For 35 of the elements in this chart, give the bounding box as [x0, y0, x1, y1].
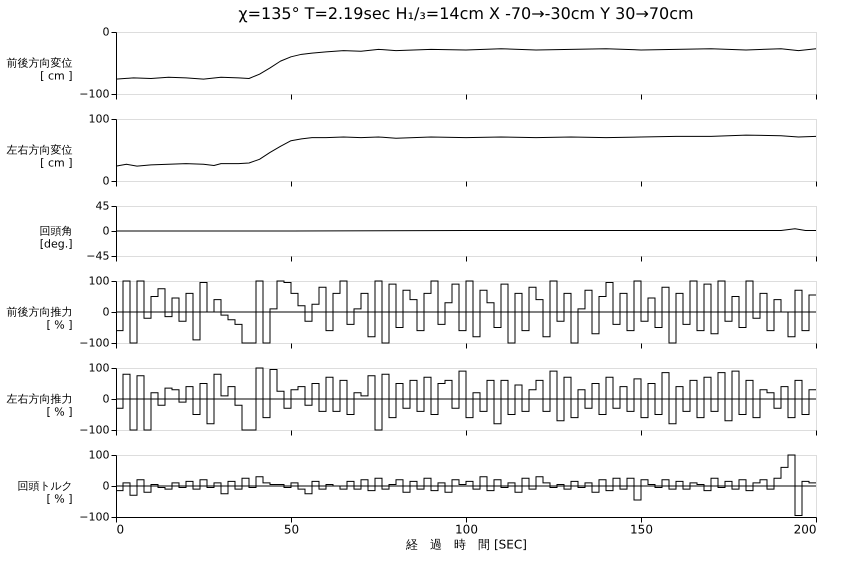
x-tick-label: 100 — [455, 522, 478, 536]
text: [ % ] — [46, 492, 72, 506]
x-tick-label: 50 — [284, 522, 300, 536]
y-axis-title: 左右方向推力 — [6, 392, 72, 406]
text: [ cm ] — [40, 156, 72, 170]
y-tick-label: 0 — [102, 480, 110, 492]
y-tick-label: 0 — [102, 306, 110, 318]
y-axis-title: 前後方向推力 — [6, 306, 72, 318]
y-tick-label: −100 — [79, 510, 110, 524]
y-tick-label: 100 — [88, 112, 110, 126]
y-tick-label: 100 — [88, 274, 110, 288]
text: [ % ] — [46, 406, 72, 418]
y-tick-label: 100 — [88, 448, 110, 462]
text: [ cm ] — [40, 70, 72, 82]
x-tick-label: 200 — [794, 522, 816, 536]
y-tick-label: 100 — [88, 362, 110, 374]
y-axis-title: 前後方向変位 — [6, 56, 72, 70]
text: [deg.] — [40, 238, 72, 250]
text: [ % ] — [46, 318, 72, 332]
x-tick-label: 150 — [630, 522, 653, 536]
text: 経 過 時 間 [SEC] — [406, 538, 527, 552]
y-axis-title: 左右方向変位 — [6, 144, 72, 156]
y-tick-label: 45 — [96, 200, 110, 212]
y-tick-label: −100 — [79, 424, 110, 436]
y-tick-label: 0 — [102, 174, 110, 188]
y-axis-title: 回頭角 — [40, 224, 72, 238]
x-tick-label: 0 — [116, 522, 124, 536]
y-tick-label: −100 — [79, 88, 110, 100]
y-tick-label: 0 — [102, 26, 110, 38]
chart-title: χ=135° T=2.19sec H₁/₃=14cm X -70→-30cm Y 30→70cm — [238, 4, 694, 23]
y-tick-label: −45 — [86, 250, 110, 262]
y-tick-label: 0 — [102, 392, 110, 406]
y-axis-title: 回頭トルク — [18, 480, 72, 492]
y-tick-label: −100 — [79, 336, 110, 350]
y-tick-label: 0 — [102, 224, 110, 238]
